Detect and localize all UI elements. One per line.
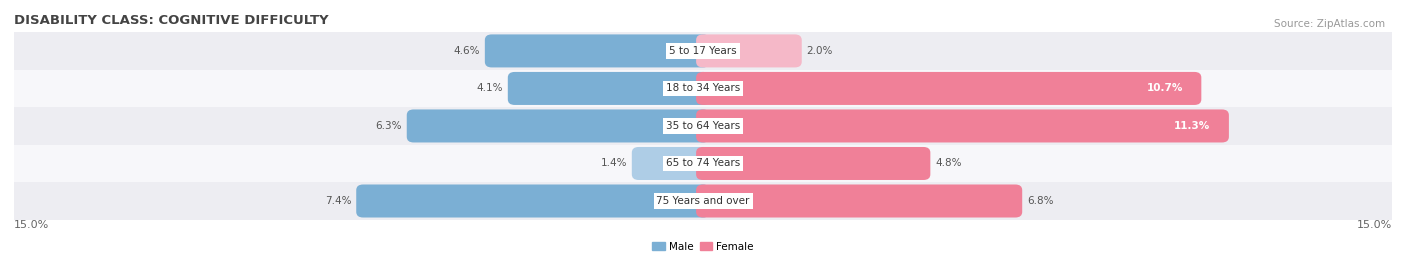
Text: Source: ZipAtlas.com: Source: ZipAtlas.com — [1274, 19, 1385, 29]
Text: 75 Years and over: 75 Years and over — [657, 196, 749, 206]
FancyBboxPatch shape — [696, 34, 801, 68]
Text: 6.8%: 6.8% — [1026, 196, 1053, 206]
Text: 6.3%: 6.3% — [375, 121, 402, 131]
Text: 4.6%: 4.6% — [454, 46, 481, 56]
Text: 15.0%: 15.0% — [14, 220, 49, 230]
FancyBboxPatch shape — [631, 147, 710, 180]
Text: 11.3%: 11.3% — [1174, 121, 1211, 131]
Text: DISABILITY CLASS: COGNITIVE DIFFICULTY: DISABILITY CLASS: COGNITIVE DIFFICULTY — [14, 14, 329, 27]
Text: 2.0%: 2.0% — [807, 46, 832, 56]
Text: 7.4%: 7.4% — [325, 196, 352, 206]
Text: 65 to 74 Years: 65 to 74 Years — [666, 158, 740, 169]
Text: 15.0%: 15.0% — [1357, 220, 1392, 230]
FancyBboxPatch shape — [696, 184, 1022, 218]
Bar — [14, 70, 1392, 107]
Text: 5 to 17 Years: 5 to 17 Years — [669, 46, 737, 56]
Text: 10.7%: 10.7% — [1146, 83, 1182, 94]
Bar — [14, 107, 1392, 145]
FancyBboxPatch shape — [406, 109, 710, 143]
Text: 1.4%: 1.4% — [600, 158, 627, 169]
Text: 35 to 64 Years: 35 to 64 Years — [666, 121, 740, 131]
FancyBboxPatch shape — [356, 184, 710, 218]
FancyBboxPatch shape — [696, 72, 1201, 105]
Bar — [14, 32, 1392, 70]
Bar — [14, 145, 1392, 182]
FancyBboxPatch shape — [696, 109, 1229, 143]
Bar — [14, 182, 1392, 220]
Text: 4.8%: 4.8% — [935, 158, 962, 169]
Legend: Male, Female: Male, Female — [648, 237, 758, 256]
FancyBboxPatch shape — [508, 72, 710, 105]
FancyBboxPatch shape — [696, 147, 931, 180]
Text: 18 to 34 Years: 18 to 34 Years — [666, 83, 740, 94]
FancyBboxPatch shape — [485, 34, 710, 68]
Text: 4.1%: 4.1% — [477, 83, 503, 94]
